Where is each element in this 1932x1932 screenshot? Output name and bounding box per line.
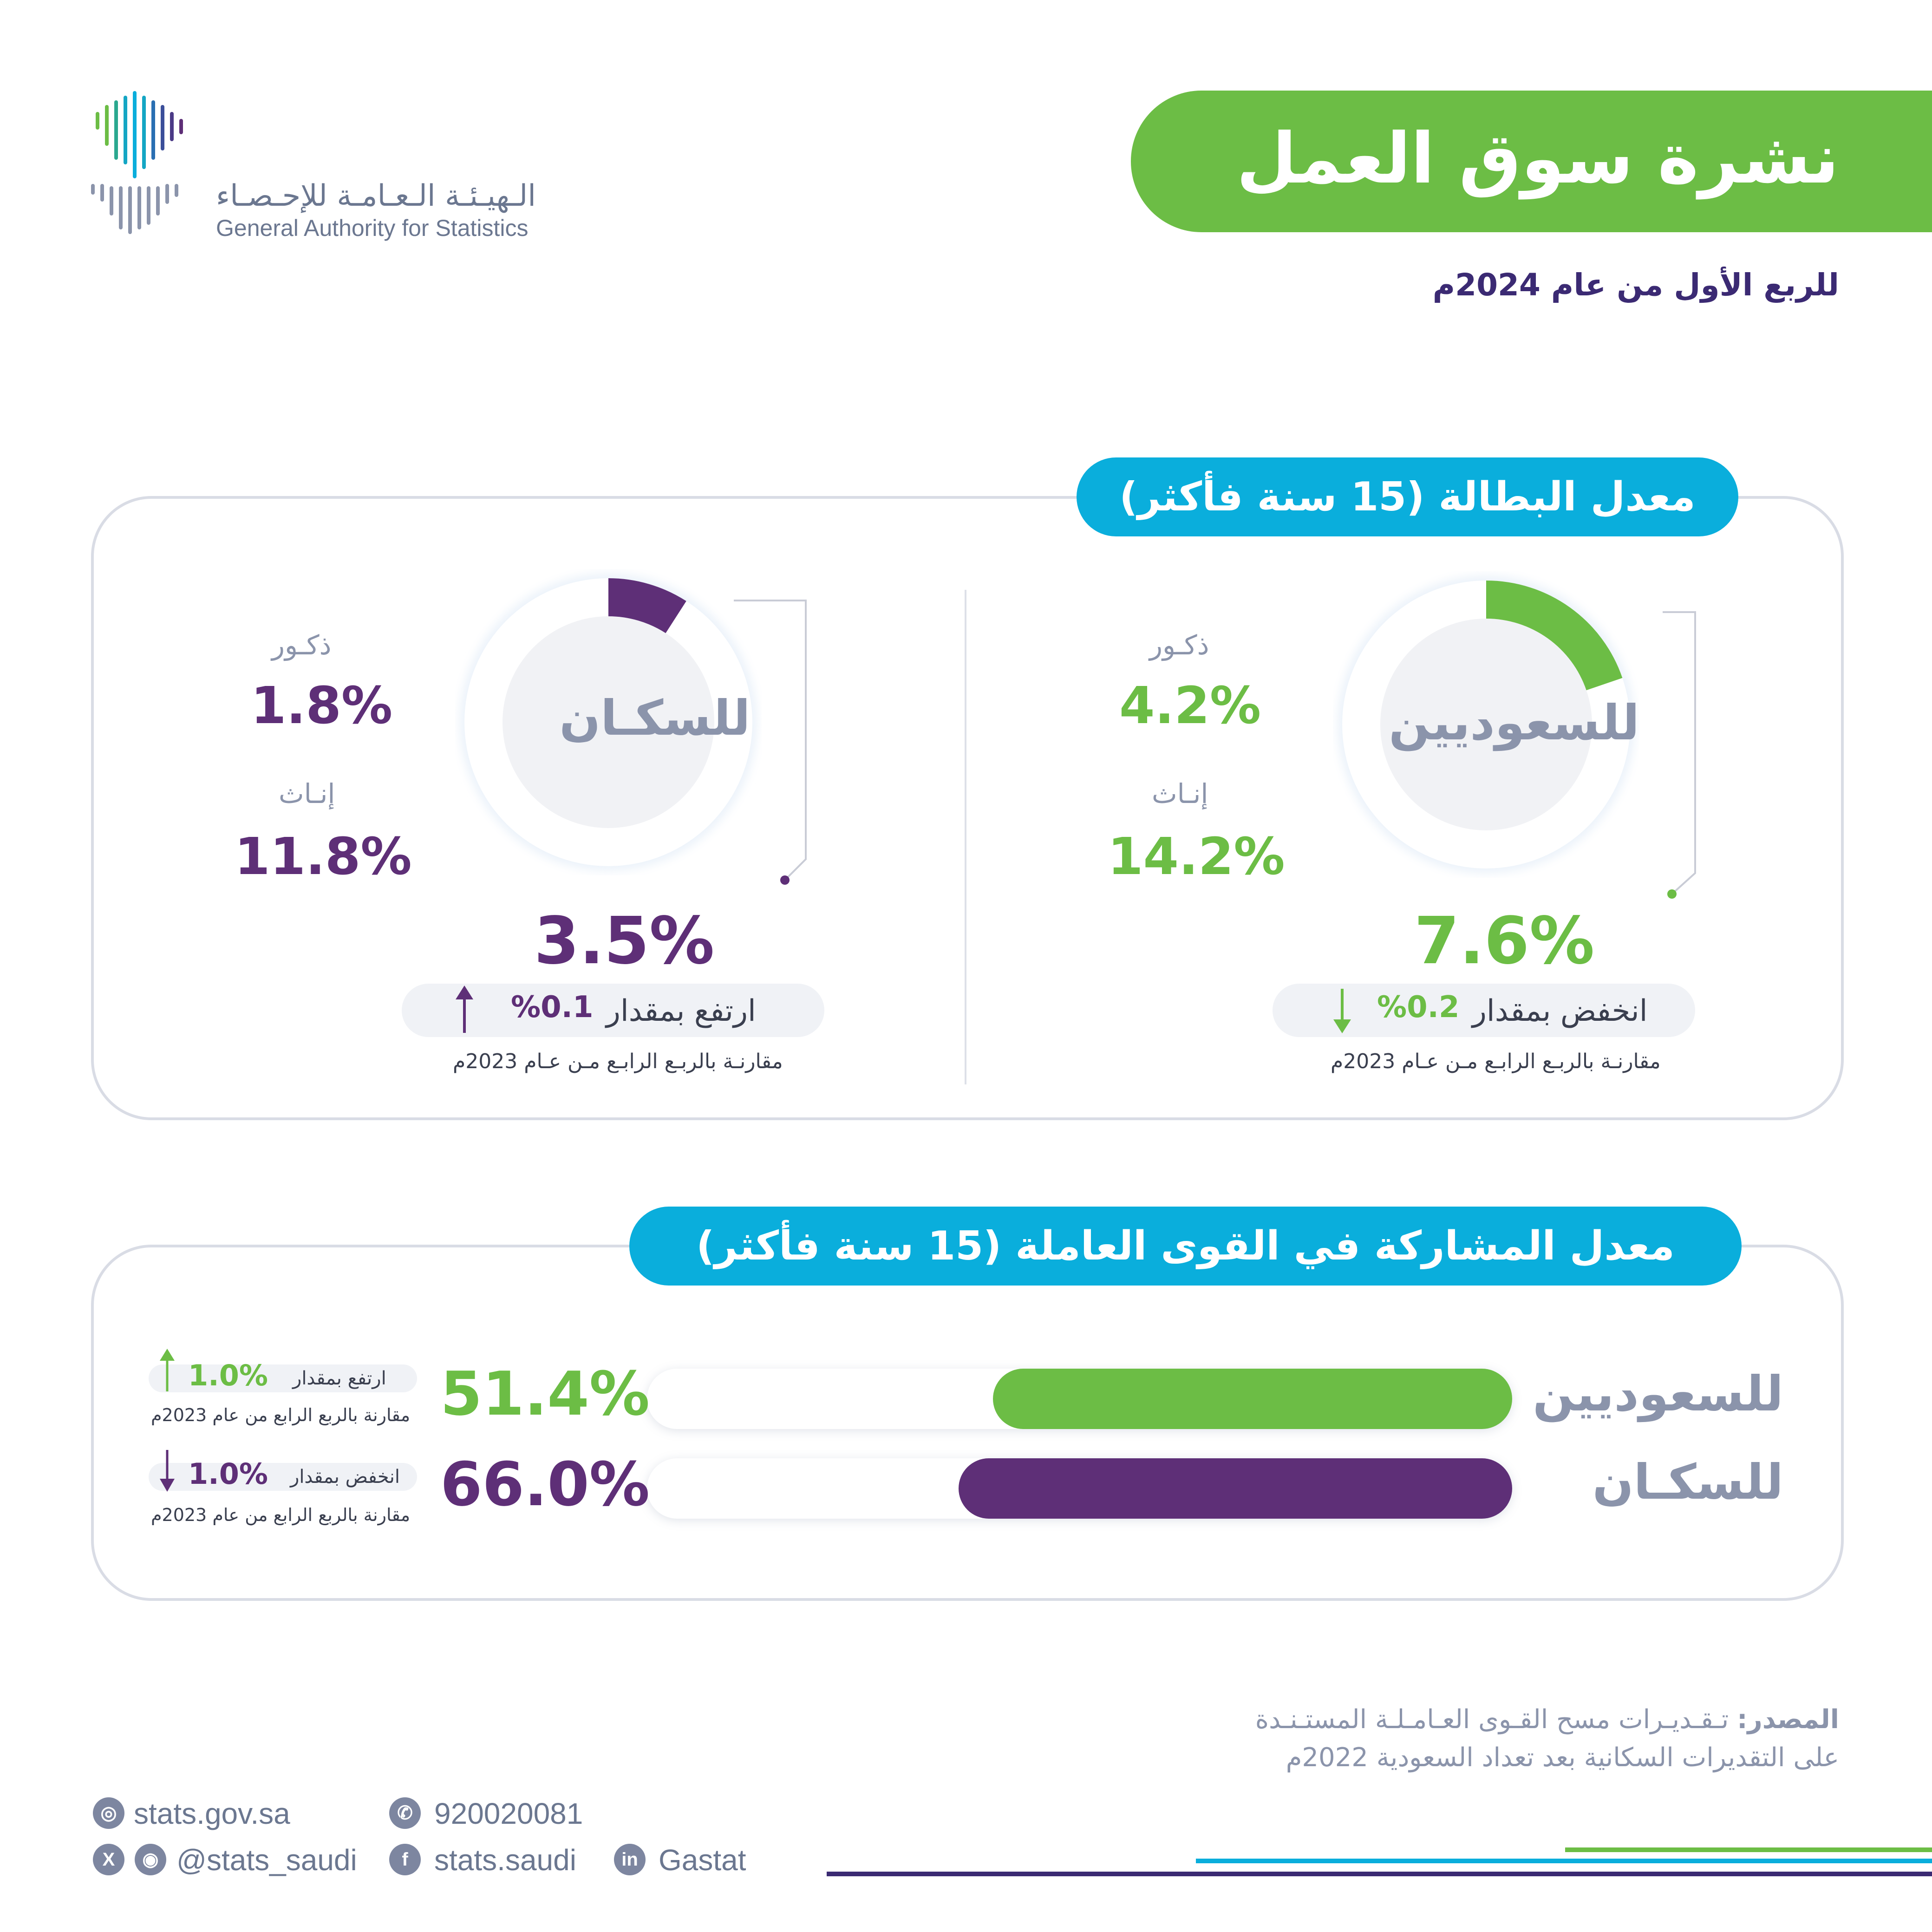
globe-icon: ◎ — [93, 1797, 124, 1829]
page-subtitle: للربع الأول من عام 2024م — [1432, 267, 1839, 303]
saudi-females-value: 14.2% — [1108, 827, 1285, 886]
participation-population-track — [647, 1458, 1512, 1519]
phone-number[interactable]: 920020081 — [434, 1797, 583, 1830]
participation-saudi-compare: مقارنة بالربع الرابع من عام 2023م — [151, 1405, 411, 1425]
saudi-connector-line — [1663, 611, 1696, 899]
participation-population-bar — [959, 1458, 1512, 1519]
saudi-unemployment-donut — [1338, 576, 1635, 873]
saudi-change-text: انخفض بمقدار — [1472, 994, 1648, 1028]
source-note-line1: المصدر: تـقـديـرات مسح القـوى العـامـلـة… — [1255, 1704, 1839, 1735]
participation-population-compare: مقارنة بالربع الرابع من عام 2023م — [151, 1505, 411, 1525]
unemployment-section-title: معدل البطالة (15 سنة فأكثر) — [1077, 457, 1738, 536]
page-title: نشرة سوق العمل — [1236, 118, 1839, 199]
instagram-icon: ◉ — [135, 1844, 166, 1875]
population-change-pill — [402, 984, 824, 1037]
participation-section-title: معدل المشاركة في القوى العاملة (15 سنة ف… — [629, 1207, 1742, 1286]
arrow-up-icon — [160, 1349, 175, 1391]
footer-stripe-navy — [827, 1872, 1932, 1876]
footer-stripe-blue — [1196, 1859, 1932, 1863]
saudi-change-value: %0.2 — [1377, 990, 1460, 1025]
social-handle-link[interactable]: @stats_saudi — [176, 1843, 357, 1877]
population-unemployment-donut — [460, 574, 757, 871]
participation-population-change-pill — [149, 1463, 417, 1491]
participation-population-label: للسكـان — [1592, 1454, 1783, 1510]
participation-saudi-value: 51.4% — [440, 1358, 650, 1429]
population-donut-label: للسكـان — [559, 690, 751, 746]
x-twitter-icon: X — [93, 1844, 124, 1875]
logo-arabic-text: الـهيـئـة الـعـامـة للإحـصـاء — [216, 179, 536, 213]
title-banner — [1131, 91, 1932, 232]
source-label: المصدر: — [1737, 1704, 1839, 1735]
population-change-text: ارتفع بمقدار — [606, 994, 756, 1028]
saudi-males-label: ذكـور — [1149, 629, 1209, 661]
footer-stripe-green — [1565, 1847, 1932, 1852]
participation-saudi-change-pill — [149, 1364, 417, 1392]
participation-saudi-change-text: ارتفع بمقدار — [293, 1368, 386, 1389]
population-males-label: ذكـور — [272, 629, 332, 661]
source-text: تـقـديـرات مسح القـوى العـامـلـة المستـن… — [1255, 1704, 1729, 1735]
website-link[interactable]: stats.gov.sa — [134, 1797, 290, 1830]
saudi-females-label: إنـاث — [1152, 778, 1208, 809]
linkedin-icon: in — [614, 1844, 646, 1875]
participation-saudi-change-value: 1.0% — [188, 1358, 268, 1392]
panel-divider — [965, 590, 966, 1084]
participation-population-value: 66.0% — [440, 1449, 650, 1520]
saudi-unemployment-rate: 7.6% — [1414, 903, 1595, 979]
saudi-unemployment-arc — [1486, 581, 1623, 691]
source-note-line2: على التقديرات السكانية بعد تعداد السعودي… — [1286, 1743, 1839, 1773]
arrow-up-icon — [456, 986, 473, 1033]
population-connector-line — [734, 600, 807, 885]
linkedin-link[interactable]: Gastat — [659, 1843, 746, 1877]
population-males-value: 1.8% — [251, 676, 393, 735]
population-compare-note: مقارنـة بالربـع الرابـع مـن عـام 2023م — [453, 1050, 783, 1073]
participation-saudi-label: للسعوديين — [1533, 1365, 1783, 1422]
population-females-label: إنـاث — [279, 778, 335, 809]
participation-population-change-text: انخفض بمقدار — [290, 1466, 400, 1488]
population-change-value: %0.1 — [511, 990, 594, 1025]
gastat-logo-icon — [91, 91, 183, 234]
arrow-down-icon — [160, 1450, 175, 1492]
logo-english-text: General Authority for Statistics — [216, 215, 529, 241]
facebook-icon: f — [389, 1844, 421, 1875]
phone-icon: ✆ — [389, 1797, 421, 1829]
population-unemployment-arc — [608, 578, 686, 633]
population-females-value: 11.8% — [235, 827, 412, 886]
participation-population-change-value: 1.0% — [188, 1457, 268, 1491]
arrow-down-icon — [1333, 989, 1351, 1033]
facebook-link[interactable]: stats.saudi — [434, 1843, 576, 1877]
saudi-donut-label: للسعوديين — [1389, 694, 1639, 751]
saudi-compare-note: مقارنـة بالربـع الرابـع مـن عـام 2023م — [1331, 1050, 1661, 1073]
participation-saudi-bar — [993, 1369, 1512, 1429]
participation-saudi-track — [647, 1369, 1512, 1429]
population-unemployment-rate: 3.5% — [534, 903, 715, 979]
saudi-males-value: 4.2% — [1119, 676, 1261, 735]
